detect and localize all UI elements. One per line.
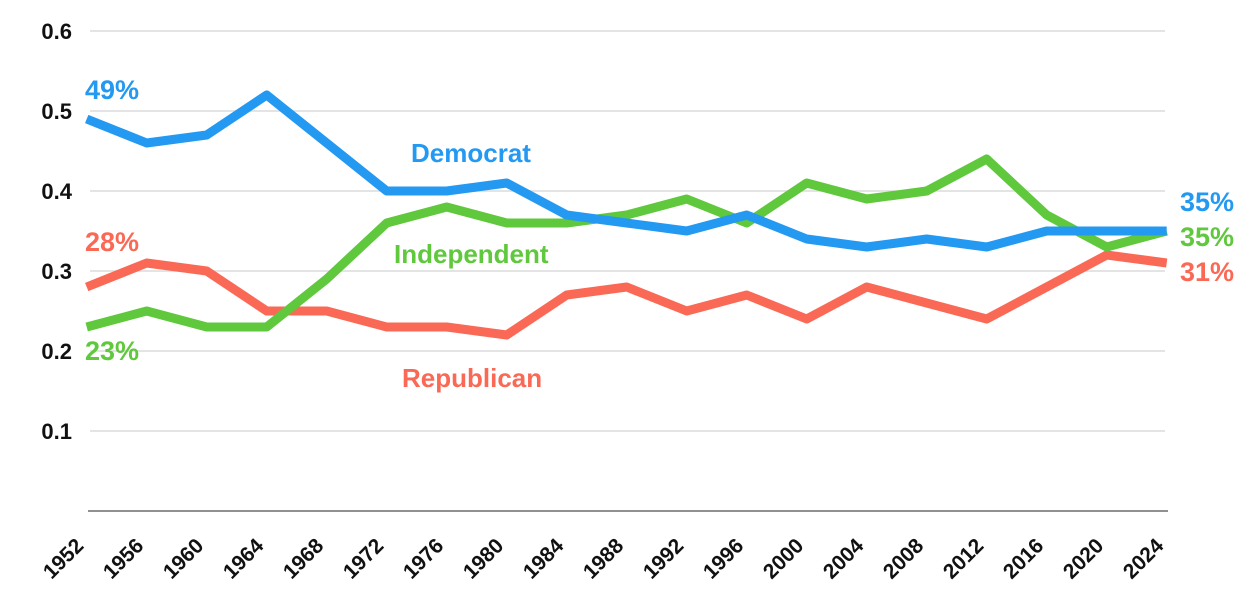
x-tick-label: 2000 [759,534,808,583]
x-tick-label: 1964 [219,534,269,584]
x-tick-label: 2004 [819,534,869,584]
y-tick-label: 0.5 [41,99,72,124]
start-value-label-republican: 28% [85,227,139,257]
x-tick-label: 1984 [519,534,569,584]
y-tick-label: 0.6 [41,19,72,44]
y-tick-label: 0.4 [41,179,72,204]
label-value-label-independent: Independent [394,239,549,269]
series-line-independent [85,154,1168,332]
series-line-republican [85,250,1168,340]
x-tick-label: 2020 [1059,534,1108,583]
x-tick-label: 1976 [399,534,448,583]
label-value-label-democrat: Democrat [411,138,531,168]
end-value-label-democrat: 35% [1180,187,1234,217]
y-tick-label: 0.2 [41,339,72,364]
x-tick-label: 1952 [39,534,88,583]
x-tick-label: 1992 [639,534,688,583]
x-tick-label: 2016 [999,534,1048,583]
x-tick-label: 2008 [879,534,929,584]
x-tick-label: 1972 [339,534,388,583]
end-value-label-independent: 35% [1180,222,1234,252]
x-tick-label: 1956 [99,534,148,583]
x-tick-label: 2012 [939,534,988,583]
start-value-label-democrat: 49% [85,75,139,105]
end-value-label-republican: 31% [1180,257,1234,287]
x-tick-label: 2024 [1119,534,1169,584]
y-tick-label: 0.1 [41,419,72,444]
x-tick-label: 1988 [579,534,629,584]
series-line-democrat [85,90,1167,252]
start-value-label-independent: 23% [85,336,139,366]
x-tick-label: 1980 [459,534,508,583]
x-tick-label: 1996 [699,534,748,583]
x-tick-label: 1960 [159,534,208,583]
y-tick-label: 0.3 [41,259,72,284]
label-value-label-republican: Republican [402,363,542,393]
x-tick-label: 1968 [279,534,329,584]
